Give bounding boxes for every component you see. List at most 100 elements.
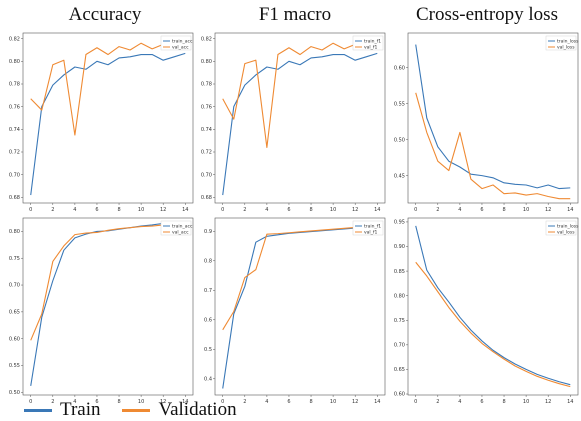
x-tick-label: 10 bbox=[330, 399, 336, 405]
x-tick-label: 0 bbox=[29, 399, 32, 405]
y-tick-label: 0.50 bbox=[9, 390, 20, 396]
plot-frame bbox=[214, 217, 386, 396]
x-tick-label: 10 bbox=[330, 207, 336, 213]
chart-panel-top-middle: 0 2 4 6 8 10 12 14 0.68 0.70 0.72 0.74 0.76 0.78 0.80 0… bbox=[201, 32, 386, 213]
legend-label-train_acc: train_acc bbox=[172, 224, 193, 230]
x-tick-label: 4 bbox=[265, 207, 268, 213]
y-tick-label: 0.45 bbox=[394, 173, 405, 179]
chart-panel-bottom-middle: 0 2 4 6 8 10 12 14 0.4 0.5 0.6 0.7 0.8 0.9 train_f1val… bbox=[204, 217, 386, 405]
plot-frame bbox=[22, 217, 194, 396]
y-tick-label: 0.78 bbox=[201, 82, 212, 88]
legend-label-val_f1: val_f1 bbox=[364, 230, 378, 236]
y-tick-label: 0.55 bbox=[9, 363, 20, 369]
y-tick-label: 0.75 bbox=[394, 318, 405, 324]
y-tick-label: 0.65 bbox=[394, 367, 405, 373]
y-tick-label: 0.60 bbox=[9, 336, 20, 342]
x-tick-label: 4 bbox=[458, 399, 461, 405]
plot-frame bbox=[407, 217, 579, 396]
x-tick-label: 14 bbox=[182, 399, 188, 405]
y-tick-label: 0.7 bbox=[204, 288, 212, 294]
x-tick-label: 10 bbox=[523, 207, 529, 213]
legend-label-val_acc: val_acc bbox=[172, 230, 189, 236]
legend-item-train: Train bbox=[24, 399, 100, 421]
legend-label-val_f1: val_f1 bbox=[364, 45, 378, 51]
x-tick-label: 6 bbox=[287, 207, 290, 213]
legend-label-train_f1: train_f1 bbox=[364, 39, 381, 45]
x-tick-label: 8 bbox=[502, 207, 505, 213]
y-tick-label: 0.50 bbox=[394, 137, 405, 143]
x-tick-label: 0 bbox=[414, 207, 417, 213]
x-tick-label: 8 bbox=[309, 207, 312, 213]
series-line-val_loss bbox=[415, 261, 571, 388]
y-tick-label: 0.60 bbox=[394, 392, 405, 398]
chart-panel-bottom-left: 0 2 4 6 8 10 12 14 0.50 0.55 0.60 0.65 0.70 0.75 0.80 t… bbox=[9, 217, 194, 405]
y-tick-label: 0.75 bbox=[9, 256, 20, 262]
train-swatch bbox=[24, 408, 52, 412]
x-tick-label: 10 bbox=[138, 399, 144, 405]
y-tick-label: 0.70 bbox=[394, 343, 405, 349]
x-tick-label: 0 bbox=[414, 399, 417, 405]
cross-entropy-loss-column-title: Cross-entropy loss bbox=[416, 4, 558, 25]
chart-panel-bottom-right: 0 2 4 6 8 10 12 14 0.60 0.65 0.70 0.75 0.80 0.85 0.90 0… bbox=[394, 217, 579, 405]
x-tick-label: 6 bbox=[480, 399, 483, 405]
y-tick-label: 0.65 bbox=[9, 310, 20, 316]
y-tick-label: 0.68 bbox=[9, 195, 20, 201]
x-tick-label: 8 bbox=[502, 399, 505, 405]
y-tick-label: 0.78 bbox=[9, 82, 20, 88]
y-tick-label: 0.76 bbox=[9, 104, 20, 110]
f1-macro-column-title: F1 macro bbox=[258, 4, 332, 25]
series-line-train_f1 bbox=[222, 52, 378, 196]
legend-label-val_acc: val_acc bbox=[172, 45, 189, 51]
series-line-train_loss bbox=[415, 44, 571, 190]
x-tick-label: 14 bbox=[567, 207, 573, 213]
x-tick-label: 14 bbox=[182, 207, 188, 213]
y-tick-label: 0.80 bbox=[201, 59, 212, 65]
x-tick-label: 6 bbox=[287, 399, 290, 405]
x-tick-label: 4 bbox=[73, 399, 76, 405]
legend-label-train_loss: train_loss bbox=[557, 224, 579, 230]
y-tick-label: 0.76 bbox=[201, 104, 212, 110]
y-tick-label: 0.80 bbox=[394, 293, 405, 299]
y-tick-label: 0.4 bbox=[204, 376, 212, 382]
y-tick-label: 0.85 bbox=[394, 269, 405, 275]
x-tick-label: 4 bbox=[73, 207, 76, 213]
series-line-val_acc bbox=[30, 222, 186, 341]
legend-label-train_acc: train_acc bbox=[172, 39, 193, 45]
x-tick-label: 2 bbox=[436, 399, 439, 405]
series-line-val_loss bbox=[415, 92, 571, 200]
x-tick-label: 2 bbox=[243, 207, 246, 213]
x-tick-label: 8 bbox=[309, 399, 312, 405]
x-tick-label: 2 bbox=[51, 207, 54, 213]
plot-frame bbox=[22, 32, 194, 204]
y-tick-label: 0.5 bbox=[204, 347, 212, 353]
x-tick-label: 10 bbox=[523, 399, 529, 405]
y-tick-label: 0.72 bbox=[9, 150, 20, 156]
x-tick-label: 2 bbox=[436, 207, 439, 213]
series-line-train_f1 bbox=[222, 225, 378, 389]
legend-item-validation: Validation bbox=[122, 399, 237, 421]
x-tick-label: 4 bbox=[458, 207, 461, 213]
y-tick-label: 0.82 bbox=[9, 36, 20, 42]
chart-panel-top-right: 0 2 4 6 8 10 12 14 0.45 0.50 0.55 0.60 train_lossval… bbox=[394, 32, 579, 213]
x-tick-label: 12 bbox=[160, 399, 166, 405]
x-tick-label: 6 bbox=[480, 207, 483, 213]
y-tick-label: 0.8 bbox=[204, 258, 212, 264]
x-tick-label: 12 bbox=[352, 399, 358, 405]
accuracy-column-title: Accuracy bbox=[68, 4, 142, 25]
x-tick-label: 14 bbox=[374, 399, 380, 405]
x-tick-label: 6 bbox=[95, 207, 98, 213]
x-tick-label: 4 bbox=[265, 399, 268, 405]
x-tick-label: 0 bbox=[29, 207, 32, 213]
series-line-train_loss bbox=[415, 225, 571, 386]
y-tick-label: 0.70 bbox=[9, 172, 20, 178]
x-tick-label: 10 bbox=[138, 207, 144, 213]
legend-label-train_loss: train_loss bbox=[557, 39, 579, 45]
x-tick-label: 14 bbox=[374, 207, 380, 213]
validation-swatch bbox=[122, 408, 151, 412]
x-tick-label: 6 bbox=[95, 399, 98, 405]
x-tick-label: 12 bbox=[160, 207, 166, 213]
series-line-train_acc bbox=[30, 52, 186, 196]
series-line-val_f1 bbox=[222, 225, 378, 331]
y-tick-label: 0.82 bbox=[201, 36, 212, 42]
y-tick-label: 0.9 bbox=[204, 229, 212, 235]
